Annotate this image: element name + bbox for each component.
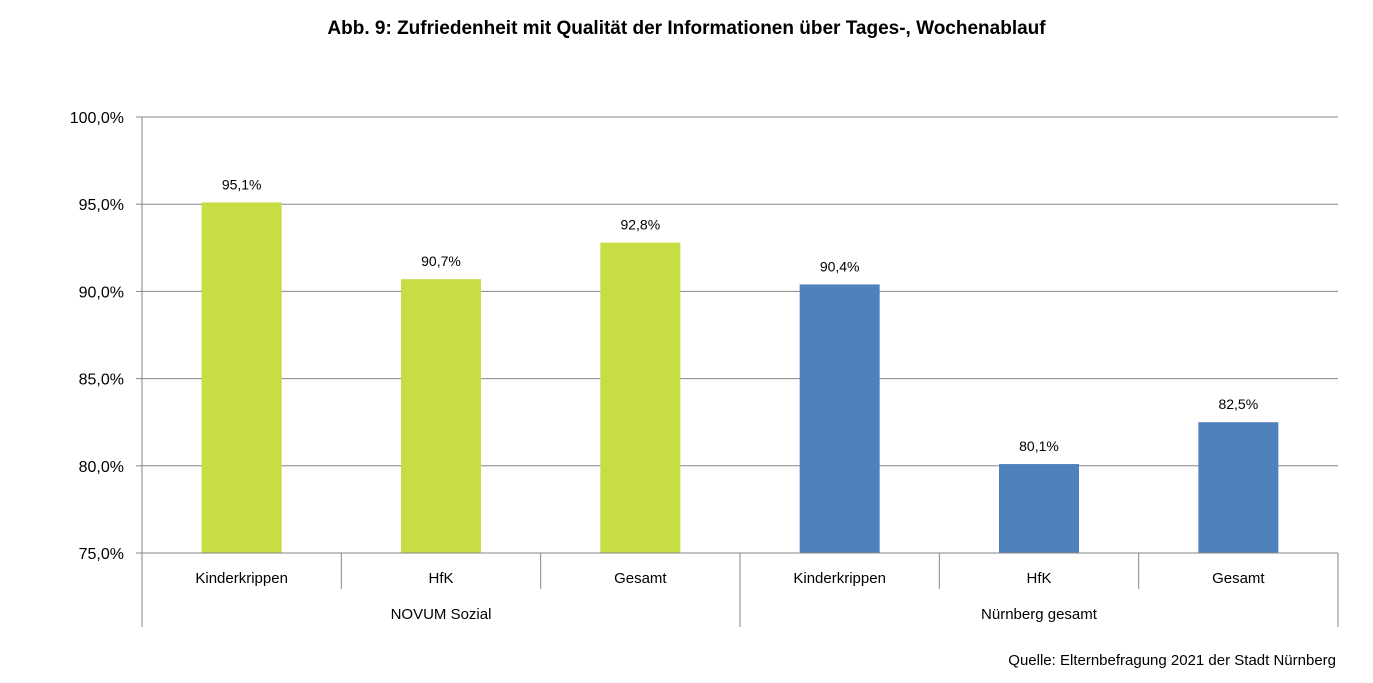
- category-label: HfK: [1026, 570, 1051, 587]
- gridlines: [142, 116, 1338, 554]
- bar: [600, 242, 681, 553]
- category-label: Gesamt: [1212, 570, 1265, 587]
- y-tick-label: 90,0%: [79, 284, 124, 301]
- data-label: 92,8%: [620, 217, 660, 233]
- category-label: HfK: [428, 570, 453, 587]
- y-tick-label: 100,0%: [70, 110, 124, 127]
- data-label: 90,7%: [421, 253, 461, 269]
- bar: [401, 279, 481, 553]
- y-tick-label: 80,0%: [79, 459, 124, 476]
- labels: 75,0% 80,0% 85,0% 90,0% 95,0% 100,0% 95,1% Kind…: [70, 110, 1266, 623]
- category-label: Kinderkrippen: [793, 570, 886, 587]
- group-label: NOVUM Sozial: [391, 606, 492, 623]
- chart-title: Abb. 9: Zufriedenheit mit Qualität der I…: [327, 18, 1046, 39]
- bar: [999, 464, 1079, 553]
- y-tick-label: 75,0%: [79, 546, 124, 563]
- group-label: Nürnberg gesamt: [981, 606, 1098, 623]
- category-label: Gesamt: [614, 570, 667, 587]
- data-label: 90,4%: [820, 258, 860, 274]
- bar: [1198, 422, 1279, 553]
- axes: [136, 116, 1339, 627]
- bar: [799, 284, 880, 553]
- source-note: Quelle: Elternbefragung 2021 der Stadt N…: [1008, 652, 1336, 669]
- category-label: Kinderkrippen: [195, 570, 288, 587]
- y-tick-label: 95,0%: [79, 197, 124, 214]
- bar: [201, 202, 282, 553]
- data-label: 80,1%: [1019, 438, 1059, 454]
- y-tick-label: 85,0%: [79, 372, 124, 389]
- bars: [201, 202, 1279, 553]
- data-label: 82,5%: [1218, 396, 1258, 412]
- data-label: 95,1%: [222, 176, 262, 192]
